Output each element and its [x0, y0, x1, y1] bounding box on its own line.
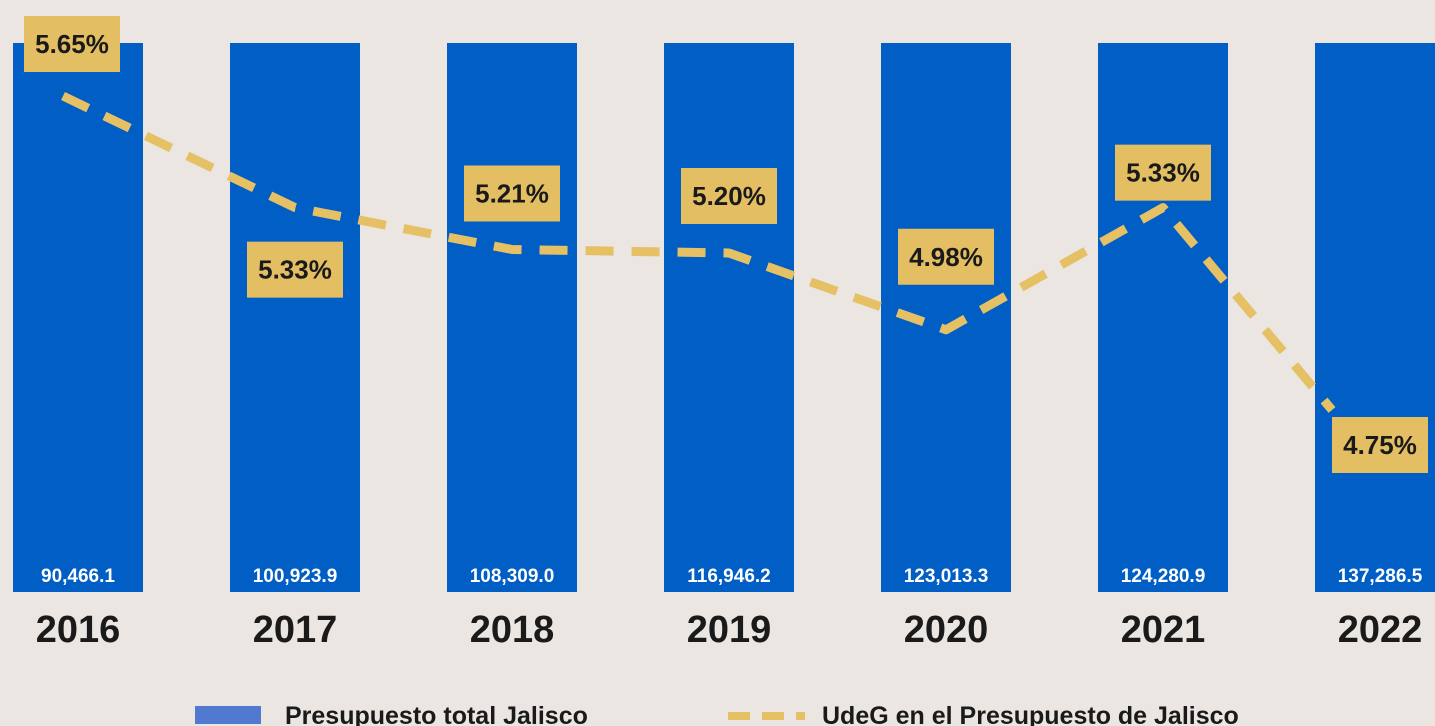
legend-bar-label: Presupuesto total Jalisco: [285, 702, 588, 726]
percent-label-text: 5.20%: [692, 181, 766, 211]
legend-line-label: UdeG en el Presupuesto de Jalisco: [822, 702, 1239, 726]
percent-label-2019: 5.20%: [681, 168, 777, 224]
bar-2019: [664, 43, 794, 592]
percent-label-text: 4.98%: [909, 242, 983, 272]
category-label-2020: 2020: [904, 609, 989, 651]
legend: Presupuesto total Jalisco UdeG en el Pre…: [195, 702, 1239, 726]
percent-label-2016: 5.65%: [24, 16, 120, 72]
bars-layer: [13, 43, 1435, 592]
bar-value-labels: 90,466.1 100,923.9 108,309.0 116,946.2 123,0…: [41, 566, 1423, 587]
percent-label-2021: 5.33%: [1115, 144, 1211, 201]
percent-label-2020: 4.98%: [898, 228, 994, 285]
percent-label-2017: 5.33%: [247, 241, 343, 298]
percent-label-box: [464, 165, 560, 222]
percent-label-text: 5.33%: [258, 255, 332, 285]
bar-value-label-2021: 124,280.9: [1121, 566, 1206, 587]
percent-label-2018: 5.21%: [464, 165, 560, 222]
bar-value-label-2022: 137,286.5: [1338, 566, 1423, 587]
percent-label-box: [898, 228, 994, 285]
legend-bar-swatch: [195, 706, 261, 724]
bar-value-label-2018: 108,309.0: [470, 566, 555, 587]
percent-label-text: 5.33%: [1126, 158, 1200, 188]
percent-label-box: [1332, 417, 1428, 473]
percent-label-2022: 4.75%: [1332, 417, 1428, 473]
percent-labels: 5.65% 5.33% 5.21% 5.20% 4.98% 5.33% 4.75%: [24, 16, 1428, 473]
category-label-2018: 2018: [470, 609, 555, 651]
bar-value-label-2020: 123,013.3: [904, 566, 989, 587]
bar-2018: [447, 43, 577, 592]
percent-label-text: 5.21%: [475, 179, 549, 209]
bar-value-label-2019: 116,946.2: [687, 566, 770, 587]
percent-label-box: [247, 241, 343, 298]
category-labels: 2016 2017 2018 2019 2020 2021 2022: [36, 609, 1423, 651]
bar-2022: [1315, 43, 1435, 592]
percent-label-box: [1115, 144, 1211, 201]
category-label-2017: 2017: [253, 609, 338, 651]
udeg-share-line: [61, 91, 1336, 413]
percent-label-text: 5.65%: [35, 29, 109, 59]
percent-label-box: [681, 168, 777, 224]
category-label-2022: 2022: [1338, 609, 1423, 651]
bar-value-label-2016: 90,466.1: [41, 566, 115, 587]
category-label-2016: 2016: [36, 609, 121, 651]
category-label-2019: 2019: [687, 609, 772, 651]
bar-2016: [13, 43, 143, 592]
category-label-2021: 2021: [1121, 609, 1206, 651]
percent-label-text: 4.75%: [1343, 430, 1417, 460]
bar-2021: [1098, 43, 1228, 592]
bar-2017: [230, 43, 360, 592]
bar-value-label-2017: 100,923.9: [253, 566, 338, 587]
percent-label-box: [24, 16, 120, 72]
